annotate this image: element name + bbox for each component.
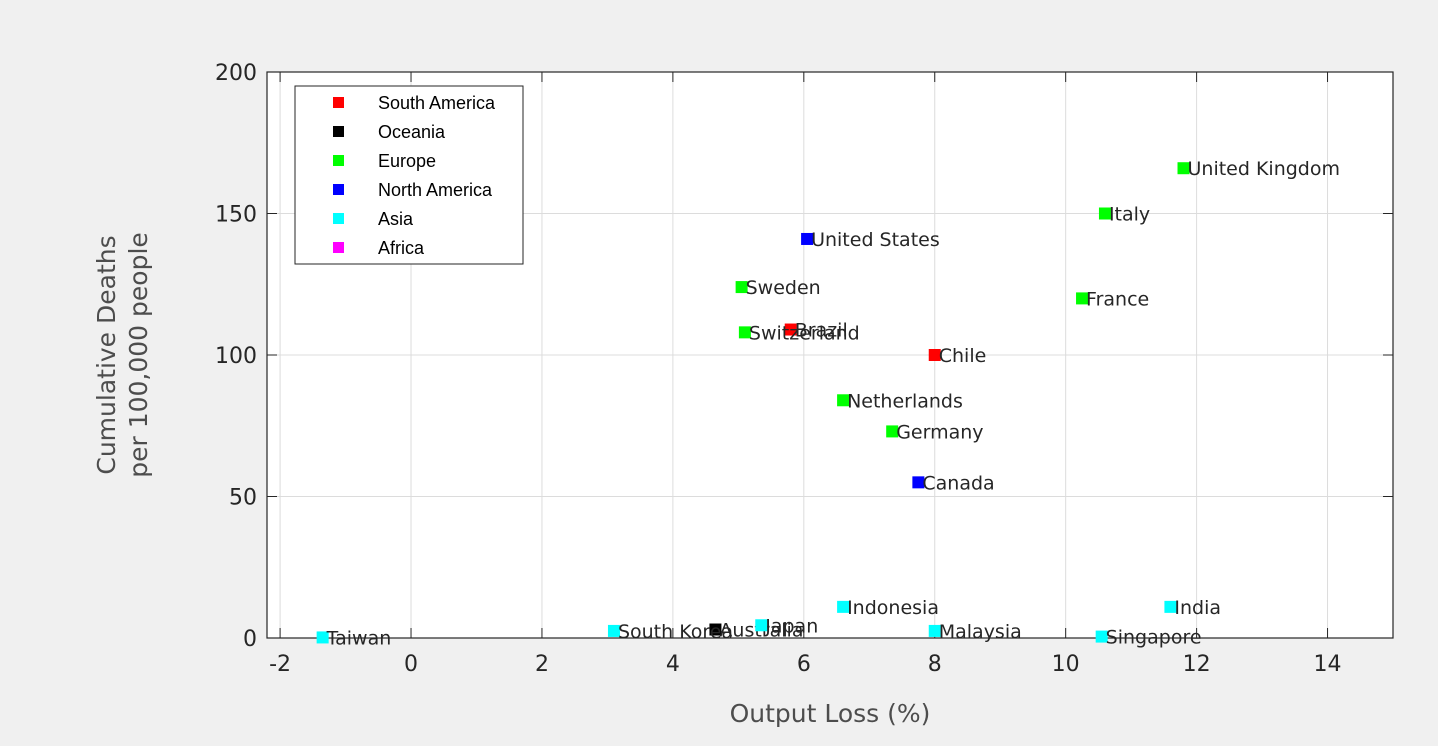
data-point: [928, 624, 941, 637]
legend-label: Africa: [378, 238, 425, 258]
legend-label: North America: [378, 180, 493, 200]
data-point: [316, 631, 329, 644]
data-point: [1164, 600, 1177, 613]
data-point: [784, 323, 797, 336]
data-point-label: South Korea: [618, 621, 733, 643]
y-axis-label: Cumulative Deaths per 100,000 people: [92, 232, 153, 478]
legend-label: Asia: [378, 209, 414, 229]
y-tick-label: 150: [215, 203, 257, 228]
y-tick-label: 100: [215, 344, 257, 369]
x-tick-label: 0: [404, 652, 418, 677]
data-point-label: Switzerland: [749, 322, 860, 344]
legend-swatch: [333, 97, 344, 108]
y-tick-label: 50: [229, 486, 257, 511]
data-point-label: Germany: [896, 421, 983, 443]
data-point-label: Taiwan: [326, 627, 392, 649]
legend-swatch: [333, 184, 344, 195]
x-tick-label: -2: [269, 652, 291, 677]
data-point: [801, 232, 814, 245]
y-axis-label-line: Cumulative Deaths: [92, 235, 121, 474]
data-point-label: India: [1174, 597, 1221, 619]
data-point-label: Japan: [764, 615, 818, 637]
legend: South America Oceania Europe North America A…: [294, 85, 524, 265]
x-tick-label: 2: [535, 652, 549, 677]
legend-swatch: [333, 213, 344, 224]
y-tick-label: 0: [243, 627, 257, 652]
x-tick-label: 6: [797, 652, 811, 677]
data-point-label: United Kingdom: [1188, 158, 1341, 180]
data-point-label: France: [1086, 288, 1149, 310]
legend-label: Oceania: [378, 122, 446, 142]
data-point: [709, 623, 722, 636]
legend-box: [294, 85, 524, 265]
data-point: [1177, 162, 1190, 175]
data-point: [837, 600, 850, 613]
data-point-label: Brazil: [795, 320, 848, 342]
data-points: BrazilChileAustraliaUnited KingdomItalyF…: [316, 158, 1341, 649]
legend-label: Europe: [378, 151, 436, 171]
data-point: [886, 425, 899, 438]
data-point-label: Singapore: [1106, 627, 1202, 649]
data-point-label: Netherlands: [847, 390, 963, 412]
x-tick-label: 4: [666, 652, 680, 677]
chart-root: -2 0 2 4 6 8 10 12 14 0 50 100 150 200 Output Loss (%)…: [92, 61, 1394, 728]
data-point-label: Sweden: [746, 277, 821, 299]
x-tick-label: 8: [928, 652, 942, 677]
legend-swatch: [333, 242, 344, 253]
data-point-label: United States: [811, 229, 940, 251]
data-point: [1098, 207, 1111, 220]
x-tick-label: 12: [1183, 652, 1211, 677]
data-point: [1076, 292, 1089, 305]
legend-swatch: [333, 155, 344, 166]
x-tick-label: 10: [1052, 652, 1080, 677]
x-axis-label: Output Loss (%): [730, 699, 931, 728]
data-point: [912, 476, 925, 489]
y-axis-label-line: per 100,000 people: [124, 232, 153, 478]
y-tick-label: 200: [215, 61, 257, 86]
data-point: [1095, 630, 1108, 643]
data-point: [928, 349, 941, 361]
data-point-label: Indonesia: [847, 597, 939, 619]
data-point: [607, 624, 620, 637]
legend-label: South America: [378, 93, 496, 113]
data-point: [755, 619, 768, 632]
data-point: [837, 394, 850, 407]
data-point-label: Canada: [922, 472, 994, 494]
data-point-label: Italy: [1109, 204, 1150, 226]
legend-swatch: [333, 126, 344, 137]
data-point: [738, 326, 751, 339]
data-point-label: Malaysia: [939, 621, 1022, 643]
x-tick-label: 14: [1314, 652, 1342, 677]
data-point-label: Chile: [939, 345, 987, 367]
data-point: [735, 281, 748, 294]
